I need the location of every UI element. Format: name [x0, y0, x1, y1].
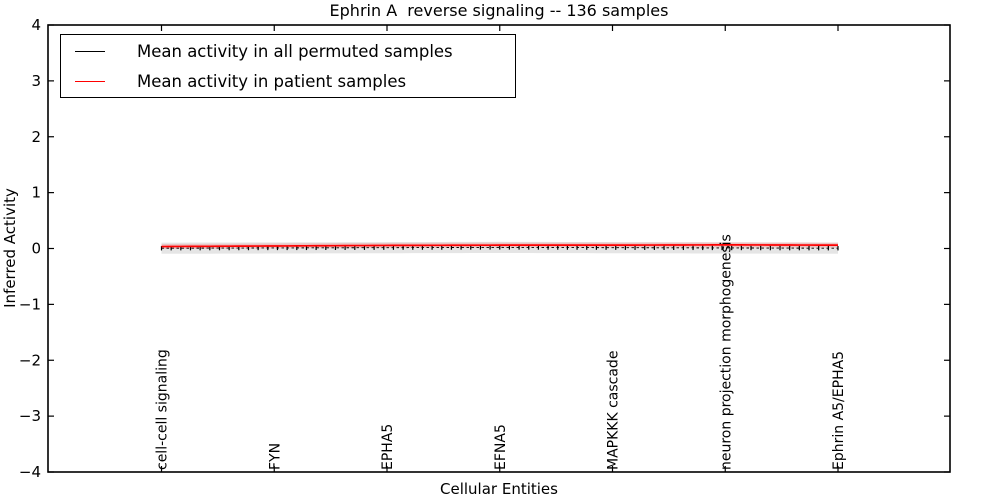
patient-line-swatch [75, 80, 105, 82]
x-tick-label: Ephrin A5/EPHA5 [831, 351, 847, 470]
y-tick-label: 2 [31, 128, 41, 146]
legend: Mean activity in all permuted samples Me… [60, 34, 516, 98]
y-tick-label: −2 [19, 351, 41, 369]
legend-label: Mean activity in patient samples [137, 71, 407, 91]
y-tick-label: 3 [31, 72, 41, 90]
x-tick-label: neuron projection morphogenesis [718, 234, 734, 470]
x-tick-label: FYN [267, 443, 283, 470]
patient-mean-line [161, 244, 839, 248]
y-axis-label: Inferred Activity [1, 188, 19, 308]
y-tick-label: 1 [31, 184, 41, 202]
x-axis-label: Cellular Entities [440, 480, 558, 498]
legend-label: Mean activity in all permuted samples [137, 41, 453, 61]
legend-entry-permuted: Mean activity in all permuted samples [61, 37, 515, 65]
y-tick-label: 0 [31, 240, 41, 258]
y-tick-label: 4 [31, 16, 41, 34]
chart-title: Ephrin A reverse signaling -- 136 sample… [329, 1, 669, 20]
y-tick-label: −3 [19, 407, 41, 425]
x-tick-label: MAPKKK cascade [606, 351, 622, 470]
legend-entry-patient: Mean activity in patient samples [61, 67, 515, 95]
y-tick-label: −1 [19, 295, 41, 313]
x-tick-label: cell-cell signaling [155, 349, 171, 470]
x-tick-label: EFNA5 [493, 424, 509, 470]
permuted-line-swatch [75, 50, 105, 52]
y-tick-label: −4 [19, 463, 41, 481]
x-tick-label: EPHA5 [380, 424, 396, 470]
